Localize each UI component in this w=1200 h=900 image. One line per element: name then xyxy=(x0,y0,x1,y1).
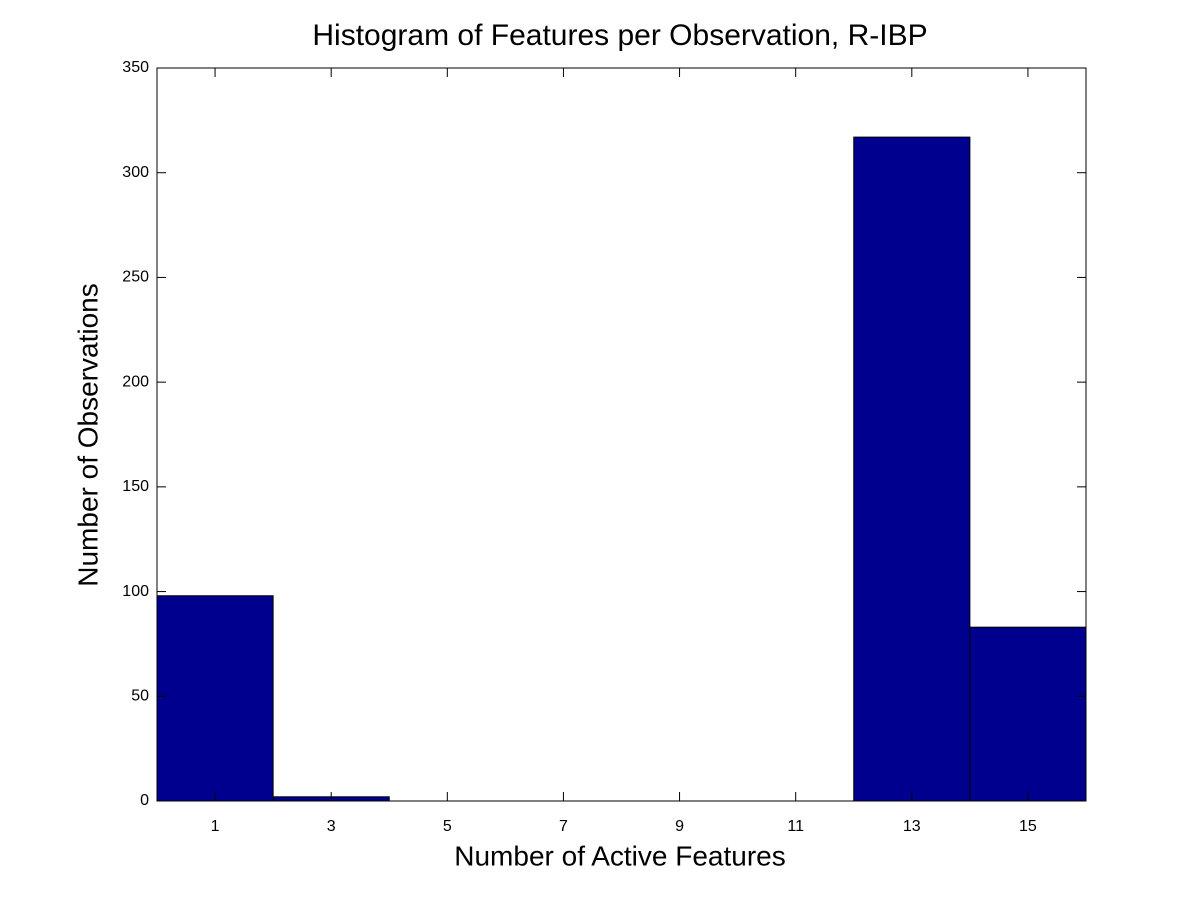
x-tick-label: 9 xyxy=(675,818,684,835)
y-tick-label: 350 xyxy=(122,59,149,76)
y-tick-label: 250 xyxy=(122,269,149,286)
plot-frame xyxy=(156,67,1087,802)
chart-title: Histogram of Features per Observation, R… xyxy=(312,19,927,52)
x-axis-label: Number of Active Features xyxy=(454,840,785,871)
y-axis-label: Number of Observations xyxy=(72,283,103,586)
x-tick-label: 15 xyxy=(1019,818,1037,835)
y-tick-label: 100 xyxy=(122,583,149,600)
x-tick-label: 13 xyxy=(903,818,921,835)
y-tick-label: 200 xyxy=(122,373,149,390)
x-tick-label: 7 xyxy=(559,818,568,835)
x-tick-label: 5 xyxy=(443,818,452,835)
y-tick-label: 50 xyxy=(131,688,149,705)
y-tick-label: 150 xyxy=(122,478,149,495)
bar xyxy=(156,595,274,802)
y-tick-label: 300 xyxy=(122,164,149,181)
x-tick-label: 3 xyxy=(327,818,336,835)
x-tick-label: 11 xyxy=(787,818,804,835)
bar xyxy=(969,626,1087,802)
y-tick-label: 0 xyxy=(140,792,149,809)
x-tick-label: 1 xyxy=(211,818,220,835)
bar xyxy=(853,136,971,802)
